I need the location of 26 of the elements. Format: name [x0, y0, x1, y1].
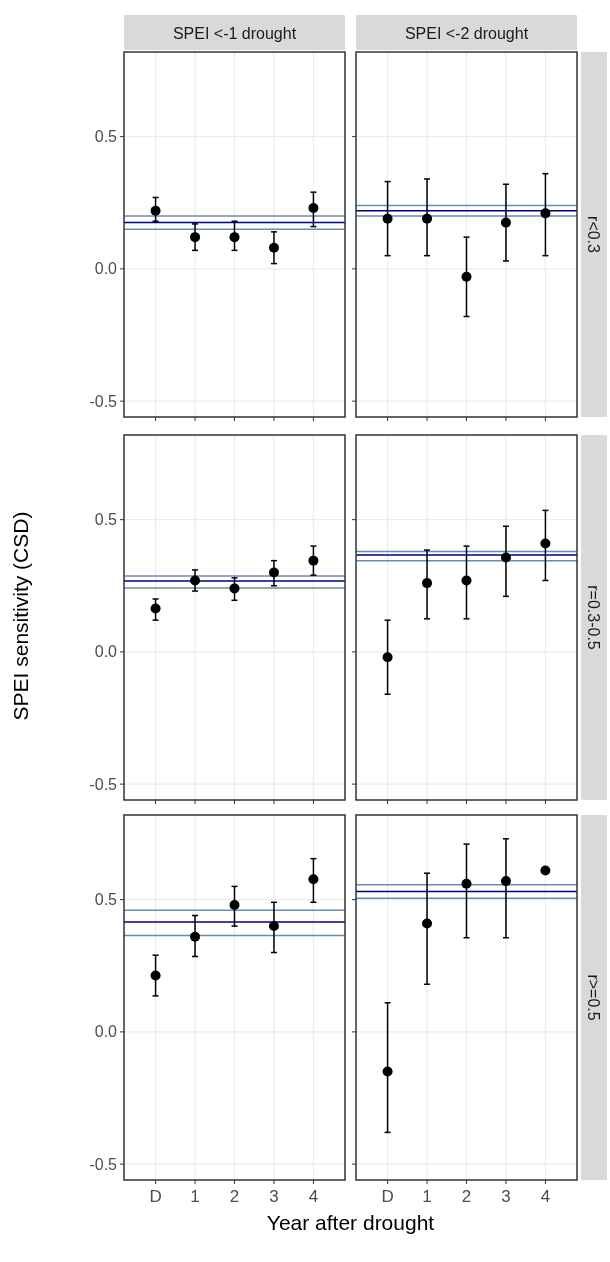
- y-tick-label: -0.5: [89, 392, 118, 410]
- chart-title: SPEI <-1 drought: [172, 24, 297, 42]
- x-tick-label: 3: [269, 1187, 279, 1206]
- x-tick-label: D: [381, 1187, 394, 1206]
- y-tick-label: 0.0: [94, 643, 118, 661]
- x-tick-label: 1: [422, 1187, 432, 1206]
- y-tick-label: -0.5: [89, 1155, 118, 1173]
- y-tick-label: 0.5: [94, 891, 118, 909]
- y-tick-label: -0.5: [89, 775, 118, 793]
- text: r=0.3-0.5: [585, 585, 603, 650]
- text: r<0.3: [585, 216, 603, 254]
- chart-title: SPEI <-2 drought: [404, 24, 529, 42]
- x-tick-label: 4: [540, 1187, 551, 1206]
- y-axis-title: SPEI sensitivity (CSD): [9, 511, 32, 721]
- y-tick-label: 0.0: [94, 260, 118, 278]
- x-axis-title: Year after drought: [266, 1211, 435, 1234]
- y-tick-label: 0.5: [94, 511, 118, 529]
- y-tick-label: 0.5: [94, 128, 118, 146]
- x-tick-label: 4: [308, 1187, 319, 1206]
- x-tick-label: D: [149, 1187, 162, 1206]
- x-tick-label: 2: [229, 1187, 240, 1206]
- y-tick-label: 0.0: [94, 1023, 118, 1041]
- x-tick-label: 3: [501, 1187, 511, 1206]
- text: r>=0.5: [585, 974, 603, 1021]
- x-tick-label: 1: [190, 1187, 200, 1206]
- x-tick-label: 2: [461, 1187, 472, 1206]
